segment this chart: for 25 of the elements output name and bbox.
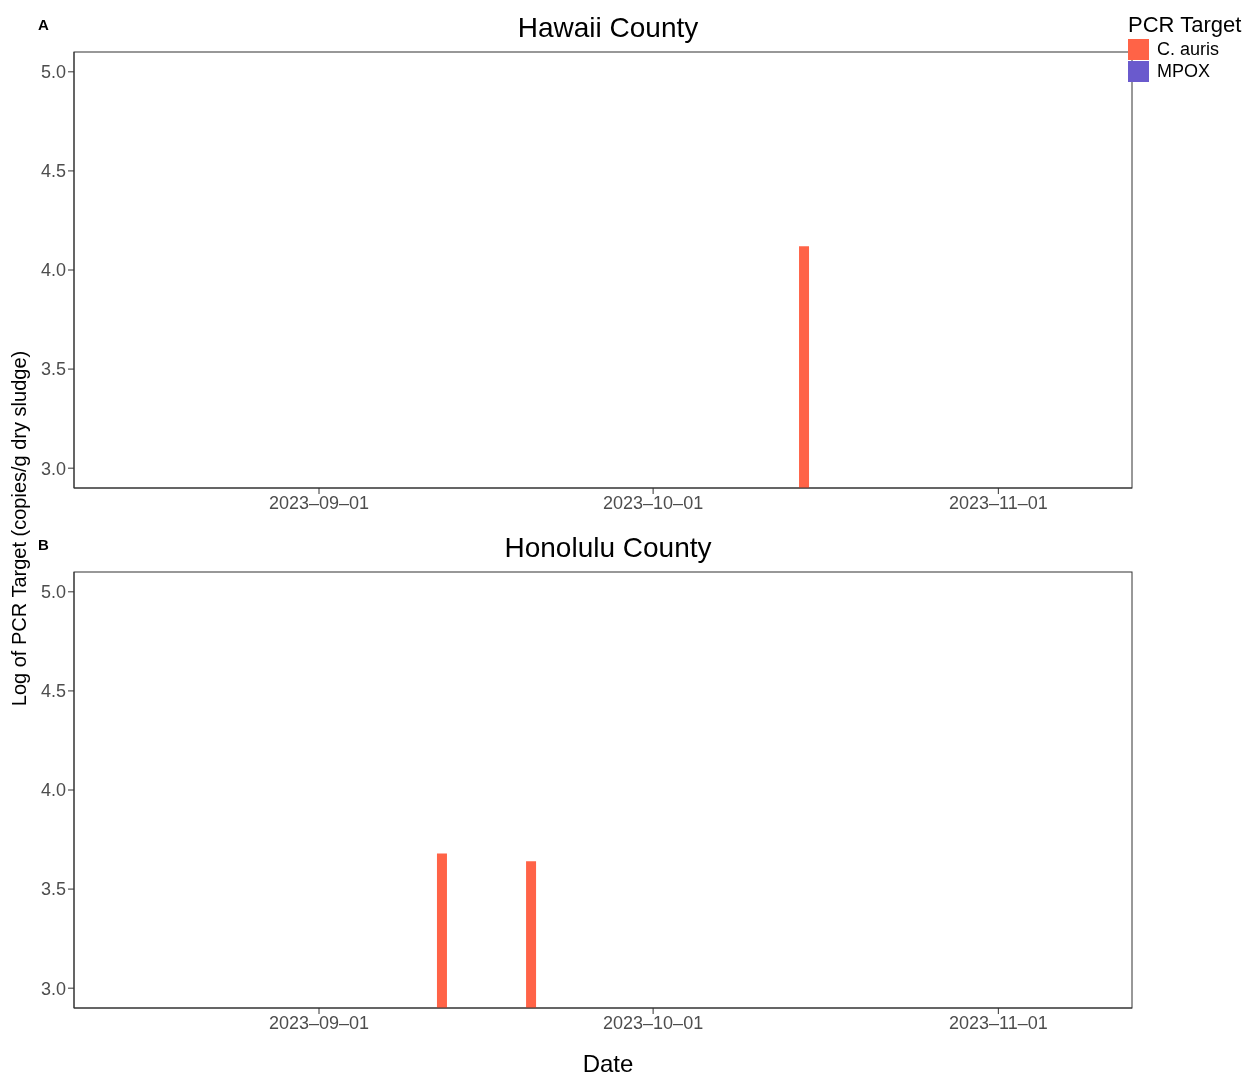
x-tick-label: 2023–09–01 [268, 492, 370, 513]
y-tick-label: 5.0 [40, 582, 66, 603]
x-tick-label: 2023–09–01 [268, 1012, 370, 1033]
y-tick-label: 4.0 [40, 780, 66, 801]
x-tick-label: 2023–10–01 [603, 492, 704, 513]
chart-title: Honolulu County [503, 532, 713, 564]
x-tick-label: 2023–11–01 [948, 492, 1048, 513]
legend-title: PCR Target [1128, 12, 1242, 38]
x-tick-label: 2023–11–01 [948, 1012, 1048, 1033]
x-axis-title: Date [581, 1050, 635, 1078]
text: B [38, 536, 49, 553]
y-tick-label: 4.5 [40, 681, 66, 702]
legend-label: MPOX [1157, 60, 1211, 82]
y-tick-label: 3.0 [40, 458, 66, 479]
x-tick-label: 2023–10–01 [603, 1012, 704, 1033]
y-axis-title: Log of PCR Target (copies/g dry sludge) [8, 350, 32, 706]
y-tick-label: 3.5 [40, 359, 66, 380]
chart-title: Hawaii County [517, 12, 699, 43]
text: A [38, 16, 49, 33]
y-tick-label: 4.0 [40, 260, 66, 281]
legend-label: C. auris [1157, 38, 1220, 60]
y-tick-label: 3.0 [40, 978, 66, 999]
y-tick-label: 3.5 [40, 879, 66, 900]
y-tick-label: 4.5 [40, 161, 66, 182]
y-tick-label: 5.0 [40, 62, 66, 83]
